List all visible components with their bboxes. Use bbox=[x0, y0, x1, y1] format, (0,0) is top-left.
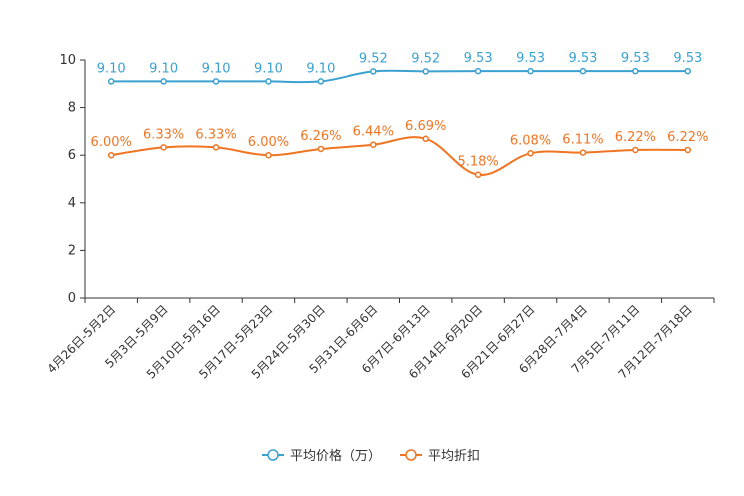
data-point[interactable] bbox=[579, 67, 587, 75]
data-label: 9.53 bbox=[621, 51, 650, 66]
data-label: 9.52 bbox=[359, 51, 388, 66]
data-label-layer: 9.10 9.10 9.10 9.10 9.10 9.52 9.52 9.53 9.53 9.53… bbox=[91, 51, 709, 170]
data-label: 6.69% bbox=[405, 119, 446, 134]
legend-marker-icon bbox=[267, 449, 279, 461]
data-point[interactable] bbox=[422, 68, 429, 75]
legend-item-1[interactable]: 平均折扣 bbox=[400, 449, 480, 464]
data-label: 6.11% bbox=[562, 133, 603, 148]
data-label: 6.00% bbox=[248, 135, 289, 150]
data-label: 9.10 bbox=[254, 61, 283, 76]
legend-marker-icon bbox=[405, 449, 417, 461]
y-tick-label: 4 bbox=[68, 196, 76, 211]
data-point[interactable] bbox=[422, 135, 429, 143]
data-point[interactable] bbox=[527, 150, 534, 157]
series-line-1 bbox=[111, 136, 688, 176]
data-label: 9.52 bbox=[411, 51, 440, 66]
data-point[interactable] bbox=[160, 78, 167, 85]
y-tick-label: 2 bbox=[68, 243, 76, 258]
axes-layer: 02468104月26日-5月2日5月3日-5月9日5月10日-5月16日5月1… bbox=[44, 53, 715, 382]
data-label: 6.00% bbox=[91, 135, 132, 150]
data-point[interactable] bbox=[370, 141, 377, 148]
data-label: 9.10 bbox=[149, 61, 178, 76]
data-point[interactable] bbox=[632, 146, 639, 154]
data-label: 6.44% bbox=[353, 125, 394, 140]
legend-item-0[interactable]: 平均价格（万） bbox=[262, 448, 381, 464]
data-point[interactable] bbox=[212, 78, 220, 85]
data-point[interactable] bbox=[474, 171, 482, 178]
data-label: 9.10 bbox=[97, 61, 126, 76]
data-label: 9.53 bbox=[516, 51, 545, 66]
data-point[interactable] bbox=[317, 78, 325, 85]
data-point[interactable] bbox=[107, 151, 115, 159]
data-point[interactable] bbox=[684, 146, 692, 154]
y-tick-label: 0 bbox=[68, 291, 76, 306]
data-label: 9.53 bbox=[673, 51, 702, 66]
data-label: 6.26% bbox=[300, 129, 341, 144]
data-label: 6.33% bbox=[143, 127, 184, 142]
y-tick-label: 10 bbox=[59, 53, 76, 68]
data-label: 6.22% bbox=[615, 130, 656, 145]
data-point[interactable] bbox=[370, 68, 377, 75]
data-point[interactable] bbox=[474, 67, 482, 75]
data-label: 9.10 bbox=[306, 61, 335, 76]
data-label: 6.22% bbox=[667, 130, 708, 145]
y-tick-label: 6 bbox=[68, 148, 76, 163]
data-label: 5.18% bbox=[457, 155, 498, 170]
data-label: 9.10 bbox=[202, 61, 231, 76]
data-point[interactable] bbox=[579, 149, 587, 156]
data-point[interactable] bbox=[632, 67, 639, 75]
data-label: 6.33% bbox=[195, 127, 236, 142]
data-point[interactable] bbox=[684, 67, 692, 75]
legend[interactable]: 平均价格（万） 平均折扣 bbox=[262, 448, 480, 464]
data-point[interactable] bbox=[317, 145, 325, 153]
data-label: 9.53 bbox=[464, 51, 493, 66]
data-point[interactable] bbox=[212, 144, 220, 151]
legend-label: 平均价格（万） bbox=[290, 448, 381, 464]
data-point[interactable] bbox=[107, 78, 115, 85]
data-label: 6.08% bbox=[510, 133, 551, 148]
data-point[interactable] bbox=[160, 144, 167, 151]
data-point[interactable] bbox=[527, 67, 534, 75]
series-line-0 bbox=[111, 69, 688, 84]
data-label: 9.53 bbox=[568, 51, 597, 66]
y-tick-label: 8 bbox=[68, 101, 76, 116]
legend-label: 平均折扣 bbox=[428, 449, 480, 464]
data-point[interactable] bbox=[265, 151, 272, 159]
series-layer bbox=[107, 67, 692, 178]
data-point[interactable] bbox=[265, 78, 272, 85]
